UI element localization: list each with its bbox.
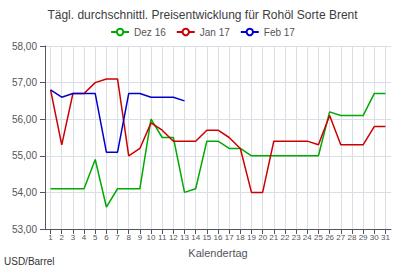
svg-text:Dez 16: Dez 16	[134, 27, 166, 38]
svg-text:13: 13	[180, 233, 189, 242]
svg-text:6: 6	[104, 233, 109, 242]
svg-text:55,00: 55,00	[12, 150, 37, 161]
svg-text:15: 15	[202, 233, 211, 242]
svg-text:9: 9	[138, 233, 143, 242]
svg-text:23: 23	[292, 233, 301, 242]
svg-text:Feb 17: Feb 17	[264, 27, 296, 38]
svg-text:14: 14	[191, 233, 200, 242]
svg-text:Kalendertag: Kalendertag	[188, 247, 247, 259]
svg-text:56,00: 56,00	[12, 114, 37, 125]
svg-text:19: 19	[247, 233, 256, 242]
svg-text:8: 8	[126, 233, 131, 242]
svg-text:31: 31	[381, 233, 390, 242]
svg-text:54,00: 54,00	[12, 187, 37, 198]
svg-text:12: 12	[169, 233, 178, 242]
svg-text:USD/Barrel: USD/Barrel	[4, 256, 55, 267]
svg-text:27: 27	[336, 233, 345, 242]
svg-text:26: 26	[325, 233, 334, 242]
svg-text:24: 24	[303, 233, 312, 242]
svg-text:5: 5	[93, 233, 98, 242]
svg-text:1: 1	[48, 233, 53, 242]
svg-text:25: 25	[314, 233, 323, 242]
svg-text:10: 10	[147, 233, 156, 242]
svg-text:4: 4	[82, 233, 87, 242]
svg-text:16: 16	[214, 233, 223, 242]
svg-text:21: 21	[269, 233, 278, 242]
svg-text:17: 17	[225, 233, 234, 242]
svg-text:20: 20	[258, 233, 267, 242]
svg-text:11: 11	[158, 233, 167, 242]
svg-text:18: 18	[236, 233, 245, 242]
svg-text:7: 7	[115, 233, 120, 242]
svg-text:3: 3	[71, 233, 76, 242]
svg-text:30: 30	[370, 233, 379, 242]
svg-text:58,00: 58,00	[12, 41, 37, 52]
svg-text:28: 28	[347, 233, 356, 242]
svg-text:53,00: 53,00	[12, 224, 37, 235]
svg-text:22: 22	[281, 233, 290, 242]
svg-text:57,00: 57,00	[12, 77, 37, 88]
svg-text:29: 29	[359, 233, 368, 242]
svg-text:Jan 17: Jan 17	[200, 27, 230, 38]
svg-text:2: 2	[60, 233, 65, 242]
svg-text:Tägl. durchschnittl. Preisentw: Tägl. durchschnittl. Preisentwicklung fü…	[47, 8, 358, 22]
